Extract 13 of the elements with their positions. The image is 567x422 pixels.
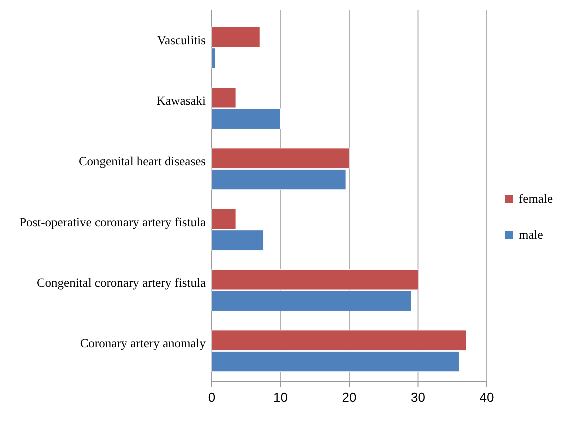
x-tick-label: 30: [411, 390, 426, 405]
y-tick-label: Congenital heart diseases: [78, 154, 206, 169]
y-tick-label: Post-operative coronary artery fistula: [20, 215, 206, 230]
x-tick-label: 40: [480, 390, 494, 405]
legend-label: male: [519, 228, 544, 242]
y-tick-label: Coronary artery anomaly: [80, 336, 207, 351]
x-tick-label: 10: [274, 390, 288, 405]
y-tick-label: Congenital coronary artery fistula: [36, 276, 206, 290]
x-tick-label: 20: [342, 390, 357, 405]
y-tick-label: Kawasaki: [156, 94, 207, 108]
x-tick-label: 0: [208, 390, 216, 405]
legend-label: female: [519, 192, 554, 206]
y-tick-label: Vasculitis: [157, 33, 206, 48]
